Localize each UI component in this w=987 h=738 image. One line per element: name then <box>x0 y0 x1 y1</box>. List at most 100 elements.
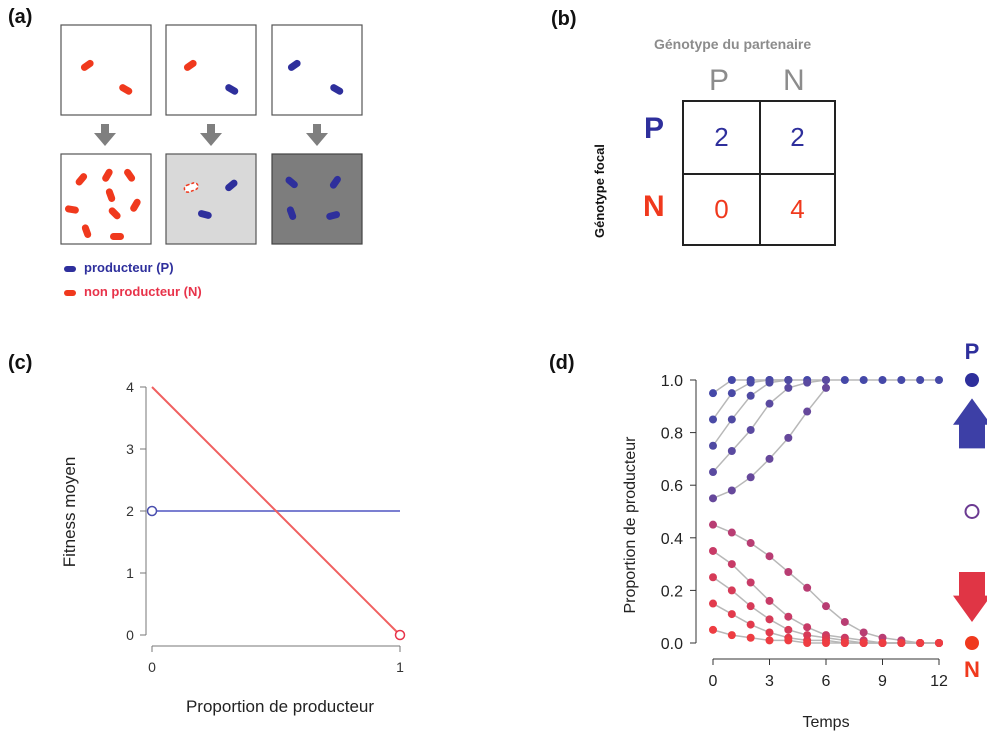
trajectory-line-6 <box>712 550 939 644</box>
data-point <box>784 636 793 645</box>
unstable-equilibrium-marker <box>964 504 980 519</box>
data-point <box>765 399 774 408</box>
data-point <box>859 628 868 637</box>
col-header-n: N <box>783 64 805 97</box>
data-point <box>822 376 830 384</box>
data-point <box>709 599 717 608</box>
y-axis-label: Fitness moyen <box>60 457 79 568</box>
side-axis-top-label: P <box>965 339 980 364</box>
cell-producer <box>197 210 212 219</box>
x-axis-label: Temps <box>802 714 849 731</box>
data-point <box>897 639 906 647</box>
data-point <box>784 433 793 442</box>
data-point <box>784 383 793 392</box>
box-mixed-final <box>165 153 257 245</box>
data-point <box>935 639 943 647</box>
y-tick-label: 0 <box>126 627 134 643</box>
data-point <box>746 602 755 611</box>
data-point <box>878 639 887 647</box>
data-point <box>727 560 736 569</box>
data-point <box>822 639 830 647</box>
data-point <box>746 391 755 400</box>
data-point <box>765 552 774 561</box>
data-point <box>765 596 774 605</box>
cell-nn: 4 <box>790 194 805 224</box>
data-point <box>803 378 812 387</box>
data-point <box>765 378 774 387</box>
data-point <box>859 639 868 647</box>
x-tick-label: 9 <box>878 673 887 690</box>
box-n-only-initial <box>60 24 152 116</box>
partner-genotype-title: Génotype du partenaire <box>654 36 812 52</box>
data-point <box>840 376 849 384</box>
data-point <box>746 378 755 387</box>
cell-producer <box>287 59 301 71</box>
legend-non-producer-label: non producteur (N) <box>84 284 202 299</box>
data-point <box>709 415 717 424</box>
data-point <box>727 389 736 398</box>
down-arrow-icon <box>306 124 328 146</box>
open-marker-1 <box>394 629 406 641</box>
x-tick-label: 0 <box>709 673 718 690</box>
chart-c: 0 1 2 3 4 0 1 Proportion de producteur Fitness m… <box>60 379 406 716</box>
data-point <box>784 376 793 384</box>
row-header-n: N <box>643 190 665 223</box>
data-point <box>803 407 812 416</box>
col-header-p: P <box>709 64 730 97</box>
data-point <box>746 633 755 642</box>
data-point <box>727 528 736 537</box>
data-point <box>727 631 736 640</box>
cell-producer <box>330 84 344 95</box>
y-tick-label: 4 <box>126 379 134 395</box>
data-point <box>727 586 736 595</box>
cell-non-producer <box>119 84 133 95</box>
x-tick-label: 12 <box>930 673 948 690</box>
data-point <box>709 494 717 503</box>
data-point <box>803 639 812 647</box>
y-tick-label: 0.8 <box>661 426 683 443</box>
data-point <box>765 454 774 463</box>
stable-n-marker <box>965 636 979 650</box>
data-point <box>878 376 887 384</box>
row-header-p: P <box>644 112 665 145</box>
data-point <box>727 415 736 424</box>
down-arrow-icon <box>200 124 222 146</box>
data-point <box>709 573 717 582</box>
data-point <box>803 583 812 592</box>
cell-non-producer-dying <box>183 182 199 193</box>
side-axis-bottom-label: N <box>964 657 980 682</box>
data-point <box>822 383 830 392</box>
x-tick-label: 6 <box>822 673 831 690</box>
panel-label-a: (a) <box>8 6 33 28</box>
data-point <box>803 623 812 632</box>
x-tick-label: 3 <box>765 673 774 690</box>
data-point <box>709 546 717 555</box>
data-point <box>727 376 736 384</box>
data-point <box>859 376 868 384</box>
open-marker-0 <box>146 505 158 517</box>
trajectory-line-2 <box>712 379 789 447</box>
data-point <box>765 636 774 645</box>
box-mixed-initial <box>165 24 257 116</box>
data-point <box>709 468 717 477</box>
cell-group-non-producer <box>64 168 141 240</box>
box-p-only-final <box>271 153 363 245</box>
data-point <box>746 620 755 629</box>
focal-genotype-axis-label: Génotype focal <box>592 144 607 238</box>
data-point <box>897 376 906 384</box>
legend-non-producer: non producteur (N) <box>64 284 202 299</box>
data-point <box>709 625 717 634</box>
data-point <box>822 602 830 611</box>
data-point <box>746 473 755 482</box>
y-tick-label: 0.2 <box>661 583 683 600</box>
producer-cell-icon <box>64 265 76 272</box>
series-line-1 <box>151 386 401 636</box>
data-point <box>746 578 755 587</box>
panel-label-d: (d) <box>549 352 575 374</box>
data-point <box>709 441 717 450</box>
x-axis-label: Proportion de producteur <box>186 697 374 716</box>
cell-producer <box>225 179 238 192</box>
cell-np: 0 <box>714 194 729 224</box>
data-point <box>727 610 736 619</box>
y-tick-label: 2 <box>126 503 134 519</box>
